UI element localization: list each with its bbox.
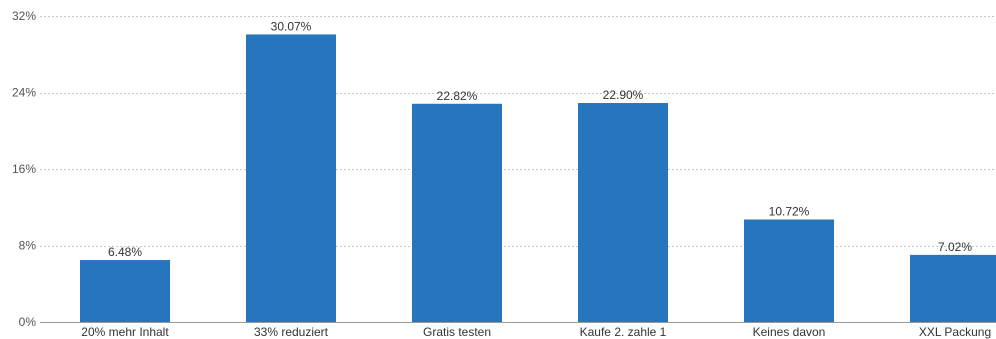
x-tick-label-4: Kaufe 2. zahle 1 bbox=[580, 325, 667, 339]
data-label-2: 30.07% bbox=[271, 19, 312, 33]
bar-1[interactable] bbox=[80, 260, 170, 322]
x-tick-label-5: Keines davon bbox=[753, 325, 826, 339]
data-label-3: 22.82% bbox=[437, 89, 478, 103]
bar-5[interactable] bbox=[744, 219, 834, 322]
y-tick-label: 0% bbox=[19, 315, 37, 329]
bar-2[interactable] bbox=[246, 34, 336, 322]
y-tick-label: 8% bbox=[19, 239, 37, 253]
data-label-1: 6.48% bbox=[108, 245, 142, 259]
bar-6[interactable] bbox=[910, 254, 996, 322]
data-label-4: 22.90% bbox=[603, 88, 644, 102]
data-label-5: 10.72% bbox=[769, 204, 810, 218]
x-tick-label-1: 20% mehr Inhalt bbox=[81, 325, 169, 339]
x-axis-category-labels: 20% mehr Inhalt 33% reduziert Gratis teste… bbox=[81, 325, 991, 339]
bars bbox=[80, 34, 996, 322]
bar-3[interactable] bbox=[412, 103, 502, 322]
x-tick-label-6: XXL Packung bbox=[919, 325, 991, 339]
y-tick-label: 24% bbox=[12, 86, 36, 100]
x-tick-label-2: 33% reduziert bbox=[254, 325, 329, 339]
y-tick-label: 32% bbox=[12, 9, 36, 23]
x-tick-label-3: Gratis testen bbox=[423, 325, 491, 339]
grid-lines bbox=[40, 16, 996, 323]
y-axis-tick-labels: 0% 8% 16% 24% 32% bbox=[12, 9, 36, 329]
bar-4[interactable] bbox=[578, 103, 668, 322]
data-label-6: 7.02% bbox=[938, 240, 972, 254]
y-tick-label: 16% bbox=[12, 162, 36, 176]
data-labels: 6.48% 30.07% 22.82% 22.90% 10.72% 7.02% bbox=[108, 19, 972, 259]
